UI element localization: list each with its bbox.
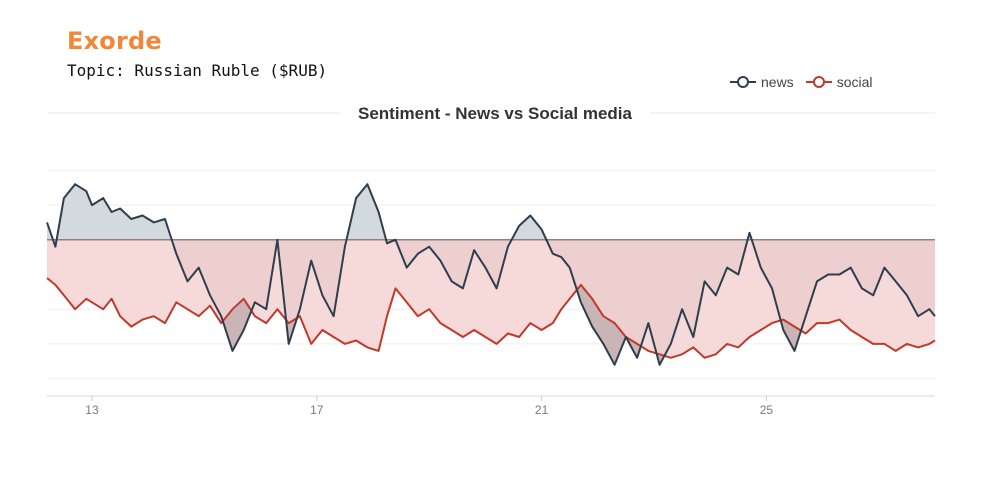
x-tick-label: 25 <box>760 403 774 417</box>
legend-news-marker-icon <box>730 76 756 88</box>
news-area-positive <box>47 184 752 240</box>
chart-title: Sentiment - News vs Social media <box>340 104 650 124</box>
legend-social-marker-icon <box>805 76 832 88</box>
news-series-line <box>46 183 936 366</box>
legend-label-social: social <box>836 74 873 90</box>
brand-title: Exorde <box>67 27 162 55</box>
legend-label-news: news <box>761 74 794 90</box>
chart-legend: news social <box>730 74 872 90</box>
x-tick-label: 13 <box>85 403 99 417</box>
x-tick-label: 17 <box>310 403 324 417</box>
topic-label: Topic: Russian Ruble ($RUB) <box>67 61 328 80</box>
social-series-line <box>46 277 936 359</box>
x-tick-label: 21 <box>535 403 549 417</box>
legend-item-social[interactable]: social <box>805 74 873 90</box>
social-area <box>47 239 935 358</box>
legend-item-news[interactable]: news <box>730 74 794 90</box>
